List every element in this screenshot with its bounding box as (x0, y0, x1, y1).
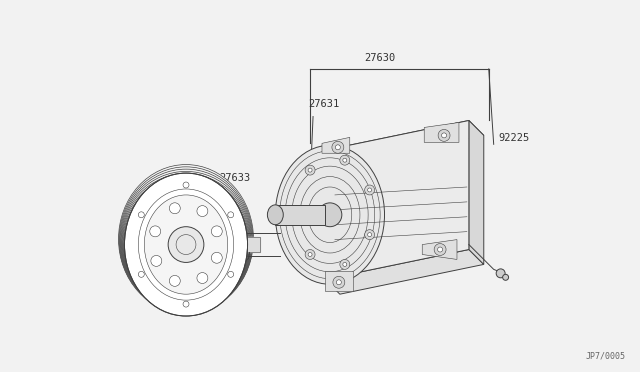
Ellipse shape (121, 176, 251, 310)
Circle shape (343, 158, 347, 162)
Circle shape (308, 253, 312, 256)
Circle shape (365, 185, 374, 195)
Ellipse shape (120, 174, 252, 311)
Circle shape (138, 271, 144, 277)
Text: 27631: 27631 (308, 99, 339, 109)
Circle shape (228, 271, 234, 277)
Polygon shape (325, 271, 353, 291)
Circle shape (496, 269, 505, 278)
Polygon shape (422, 240, 457, 259)
Circle shape (197, 273, 208, 283)
Circle shape (337, 280, 341, 285)
Circle shape (211, 226, 222, 237)
Text: JP7/0005: JP7/0005 (586, 352, 626, 361)
Ellipse shape (124, 187, 248, 307)
Polygon shape (325, 250, 484, 294)
Ellipse shape (119, 167, 253, 313)
Ellipse shape (145, 195, 228, 294)
Circle shape (442, 133, 447, 138)
Circle shape (305, 165, 315, 175)
Ellipse shape (120, 171, 252, 311)
Ellipse shape (275, 145, 385, 284)
Circle shape (170, 203, 180, 214)
Circle shape (170, 275, 180, 286)
Circle shape (138, 212, 144, 218)
Text: 92225: 92225 (499, 133, 530, 143)
Circle shape (367, 232, 372, 237)
Circle shape (305, 250, 315, 259)
Circle shape (197, 206, 208, 217)
Polygon shape (241, 237, 260, 253)
Circle shape (333, 276, 345, 288)
Ellipse shape (168, 227, 204, 262)
Polygon shape (469, 121, 484, 264)
Circle shape (367, 188, 372, 192)
Polygon shape (322, 137, 350, 153)
Polygon shape (424, 122, 459, 142)
Circle shape (438, 129, 450, 141)
Circle shape (332, 141, 344, 153)
Circle shape (434, 244, 446, 256)
Ellipse shape (124, 173, 248, 316)
Circle shape (502, 274, 509, 280)
Ellipse shape (122, 180, 250, 309)
Circle shape (340, 259, 350, 269)
Circle shape (340, 155, 350, 165)
Ellipse shape (125, 194, 247, 304)
Circle shape (151, 256, 162, 266)
Ellipse shape (122, 183, 250, 308)
Ellipse shape (124, 192, 248, 305)
Circle shape (228, 212, 234, 218)
Circle shape (150, 226, 161, 237)
Circle shape (308, 168, 312, 172)
Circle shape (343, 262, 347, 266)
Ellipse shape (123, 185, 249, 307)
Ellipse shape (120, 169, 253, 312)
Ellipse shape (118, 164, 253, 314)
Circle shape (211, 252, 222, 263)
Circle shape (183, 301, 189, 307)
Ellipse shape (318, 203, 342, 227)
Circle shape (335, 145, 340, 150)
Text: 27630: 27630 (364, 53, 395, 63)
Polygon shape (325, 121, 469, 279)
Text: 27633: 27633 (219, 173, 250, 183)
Circle shape (233, 264, 241, 272)
Circle shape (183, 182, 189, 188)
Polygon shape (275, 205, 325, 225)
Ellipse shape (268, 205, 284, 225)
Polygon shape (325, 121, 484, 165)
Ellipse shape (122, 178, 250, 309)
Circle shape (438, 247, 443, 252)
Ellipse shape (124, 190, 248, 306)
Circle shape (365, 230, 374, 240)
